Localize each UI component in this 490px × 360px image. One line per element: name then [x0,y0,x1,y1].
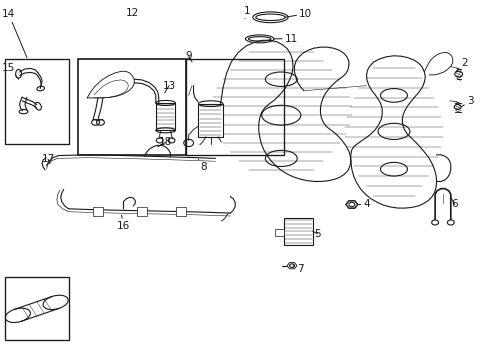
Bar [137,207,147,216]
Text: 13: 13 [162,81,176,93]
Text: 11: 11 [273,33,298,44]
Text: 10: 10 [285,9,312,19]
Text: 6: 6 [451,197,458,210]
Polygon shape [346,201,358,208]
Text: 4: 4 [359,199,370,210]
Bar [156,103,175,130]
Text: 15: 15 [2,63,19,79]
Text: 8: 8 [198,159,207,172]
Bar [5,59,69,144]
Text: 9: 9 [185,51,192,62]
Circle shape [447,220,454,225]
Bar [198,104,223,137]
Bar [78,59,186,155]
Bar [275,229,284,236]
Text: 14: 14 [2,9,27,58]
Text: 2: 2 [456,58,468,72]
Text: 3: 3 [462,96,474,107]
Text: 17: 17 [41,154,55,164]
Circle shape [432,220,439,225]
Bar [284,218,313,245]
Bar [93,207,103,216]
Polygon shape [287,262,297,269]
Text: 7: 7 [293,264,304,274]
Bar [176,207,186,216]
Bar [5,277,69,340]
Text: 16: 16 [117,215,130,231]
Text: 18: 18 [158,137,172,147]
Text: 5: 5 [313,229,321,239]
Bar [186,59,284,155]
Text: 12: 12 [125,8,139,18]
Text: 1: 1 [244,6,250,19]
